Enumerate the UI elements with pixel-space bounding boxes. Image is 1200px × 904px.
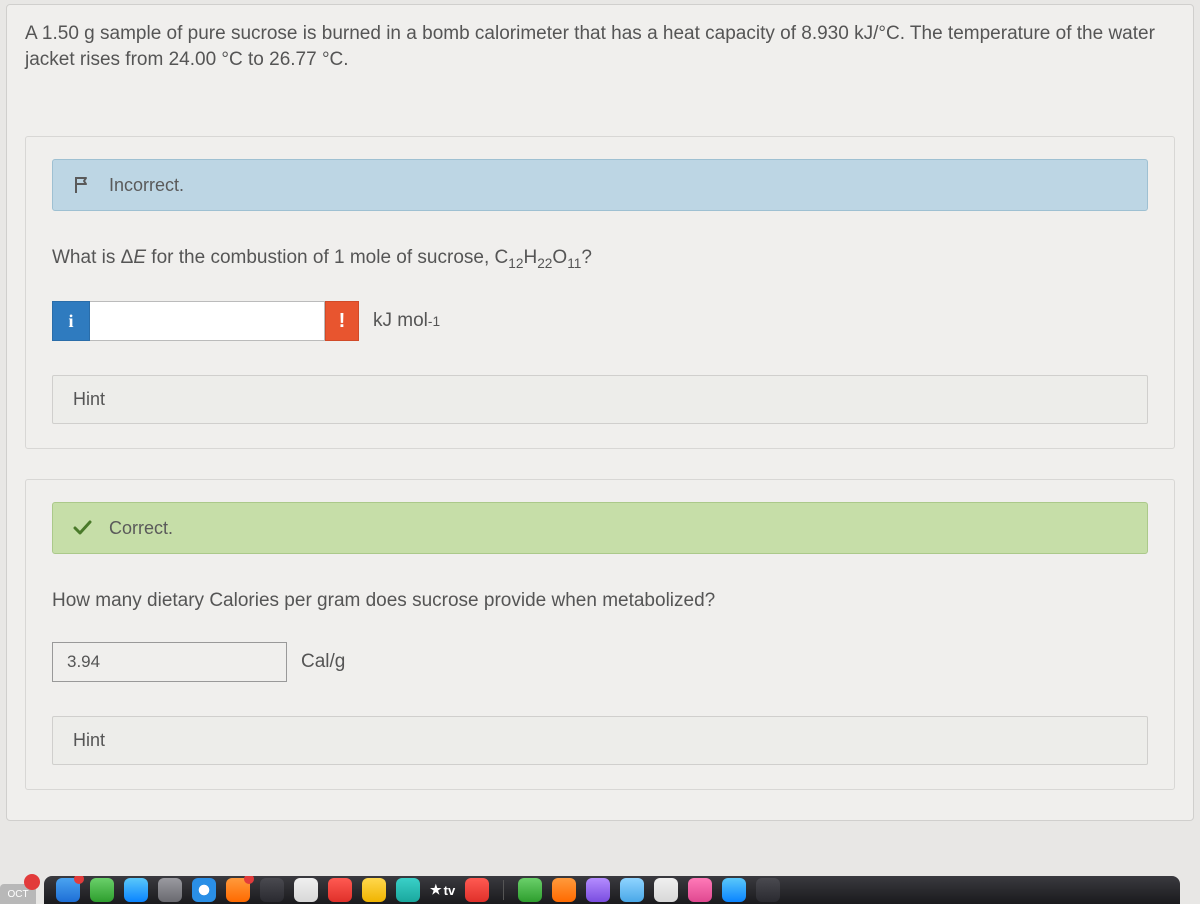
unit-label-2: Cal/g: [287, 642, 345, 682]
status-incorrect-label: Incorrect.: [109, 175, 184, 196]
hint-button-2[interactable]: Hint: [52, 716, 1148, 765]
question-part-1: Incorrect. What is ΔE for the combustion…: [25, 136, 1175, 449]
answer-row-1: i ! kJ mol-1: [52, 301, 1148, 341]
info-button[interactable]: i: [52, 301, 90, 341]
dock-app-icon[interactable]: [620, 878, 644, 902]
status-incorrect-banner: Incorrect.: [52, 159, 1148, 211]
question-1-text: What is ΔE for the combustion of 1 mole …: [52, 247, 1148, 271]
flag-icon: [71, 174, 93, 196]
dock-app-icon[interactable]: [465, 878, 489, 902]
calendar-dock-icon[interactable]: OCT: [0, 884, 36, 904]
quiz-page: A 1.50 g sample of pure sucrose is burne…: [6, 4, 1194, 821]
dock-app-icon[interactable]: [260, 878, 284, 902]
answer-input-1[interactable]: [90, 301, 325, 341]
status-correct-banner: Correct.: [52, 502, 1148, 554]
dock-app-icon[interactable]: [192, 878, 216, 902]
question-part-2: Correct. How many dietary Calories per g…: [25, 479, 1175, 790]
dock-app-icon[interactable]: [586, 878, 610, 902]
dock-app-icon[interactable]: [124, 878, 148, 902]
dock-app-icon[interactable]: [158, 878, 182, 902]
macos-dock-region: OCT ★tv: [0, 870, 1200, 904]
dock-app-icon[interactable]: [56, 878, 80, 902]
unit-label-1: kJ mol-1: [359, 301, 440, 341]
dock-app-icon[interactable]: [688, 878, 712, 902]
check-icon: [71, 517, 93, 539]
status-correct-label: Correct.: [109, 518, 173, 539]
dock-app-icon[interactable]: [396, 878, 420, 902]
dock-separator: [503, 880, 504, 900]
dock-app-icon[interactable]: [328, 878, 352, 902]
hint-button-1[interactable]: Hint: [52, 375, 1148, 424]
answer-row-2: Cal/g: [52, 642, 1148, 682]
dock-app-icon[interactable]: [226, 878, 250, 902]
dock-app-icon[interactable]: [518, 878, 542, 902]
dock-app-icon[interactable]: [362, 878, 386, 902]
dock-app-icon[interactable]: [722, 878, 746, 902]
question-2-text: How many dietary Calories per gram does …: [52, 590, 1148, 612]
error-indicator-button[interactable]: !: [325, 301, 359, 341]
dock-app-icon[interactable]: [294, 878, 318, 902]
dock-app-icon[interactable]: [552, 878, 576, 902]
problem-statement: A 1.50 g sample of pure sucrose is burne…: [25, 21, 1175, 72]
answer-input-2[interactable]: [52, 642, 287, 682]
dock-app-icon[interactable]: [756, 878, 780, 902]
dock-app-icon[interactable]: [654, 878, 678, 902]
dock-app-icon[interactable]: [90, 878, 114, 902]
dock-appletv-icon[interactable]: ★tv: [430, 882, 455, 898]
